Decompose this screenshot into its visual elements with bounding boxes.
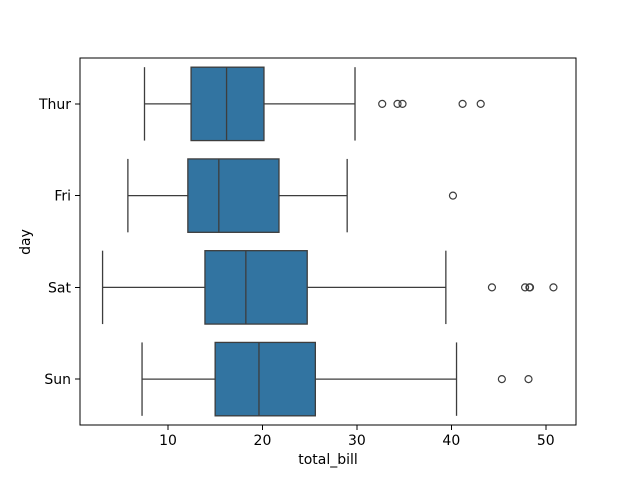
x-tick-label: 10 [159, 433, 177, 449]
y-tick-label: Fri [54, 189, 71, 205]
box [190, 66, 265, 142]
outlier-point [524, 375, 533, 384]
x-axis-label: total_bill [298, 452, 358, 468]
outlier-point [458, 99, 467, 108]
outlier-point [525, 283, 535, 292]
box [204, 250, 308, 325]
box [187, 158, 280, 233]
outlier-point [549, 283, 558, 292]
chart-layer: 10 20 30 40 50 Thur Fri Sat Sun [38, 57, 577, 449]
y-tick-label: Sun [44, 372, 71, 388]
outlier-point [476, 99, 485, 108]
x-tick-label: 50 [537, 433, 555, 449]
outlier-point [487, 283, 497, 292]
outlier-point [378, 99, 387, 108]
outlier-point [393, 99, 402, 108]
outlier-point [497, 375, 506, 384]
y-axis-label: day [18, 229, 34, 255]
outlier-point [520, 283, 530, 292]
plot-frame [79, 57, 577, 426]
x-tick-label: 20 [254, 433, 272, 449]
y-tick-label: Sat [48, 280, 71, 296]
box [214, 341, 316, 417]
x-tick-label: 40 [442, 433, 460, 449]
outlier-point [448, 191, 458, 200]
outlier-point [398, 99, 407, 108]
y-tick-label: Thur [38, 97, 71, 113]
x-tick-label: 30 [348, 433, 366, 449]
